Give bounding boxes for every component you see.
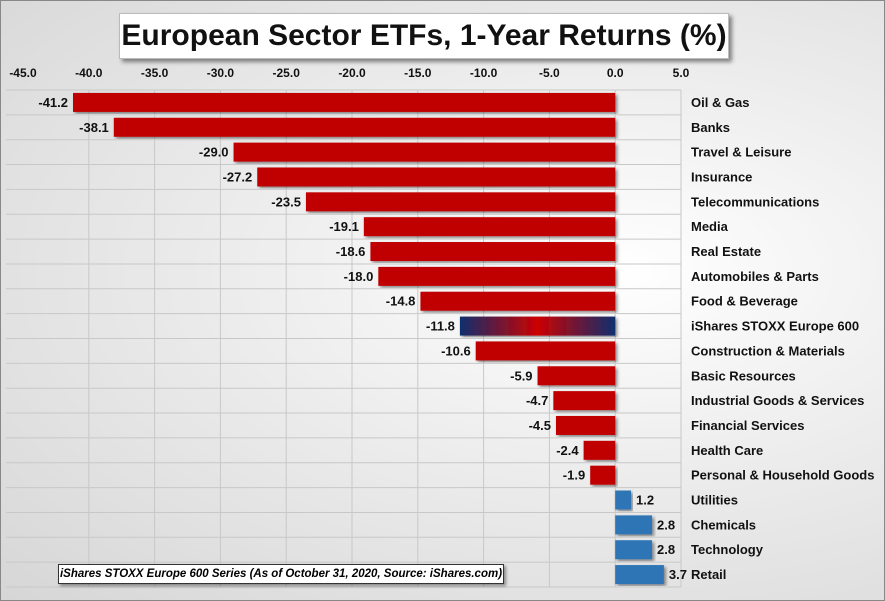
data-label: 2.8: [657, 517, 675, 532]
data-label: -18.0: [344, 269, 374, 284]
data-label: -19.1: [329, 219, 359, 234]
category-label: Retail: [691, 567, 726, 582]
data-label: -10.6: [441, 343, 471, 358]
data-label: -23.5: [271, 194, 301, 209]
x-tick-label: 5.0: [673, 66, 690, 80]
bar: [113, 117, 616, 137]
category-label: Oil & Gas: [691, 95, 750, 110]
bar: [615, 515, 653, 535]
bar: [305, 192, 616, 212]
bar: [583, 440, 616, 460]
category-label: Industrial Goods & Services: [691, 393, 864, 408]
bar: [615, 540, 653, 560]
bar: [233, 142, 616, 162]
data-label: -14.8: [386, 294, 416, 309]
data-label: -1.9: [563, 468, 585, 483]
bar: [615, 565, 664, 585]
category-label: Personal & Household Goods: [691, 468, 874, 483]
data-label: -27.2: [223, 169, 253, 184]
category-label: Basic Resources: [691, 368, 796, 383]
bar: [257, 167, 616, 187]
x-tick-label: -40.0: [75, 66, 103, 80]
category-label: Food & Beverage: [691, 294, 798, 309]
data-label: 1.2: [636, 493, 654, 508]
category-label: Media: [691, 219, 729, 234]
x-tick-label: -10.0: [470, 66, 498, 80]
bar: [378, 266, 616, 286]
bar: [553, 391, 616, 411]
x-tick-label: -30.0: [207, 66, 235, 80]
data-label: -2.4: [556, 443, 579, 458]
data-label: -5.9: [510, 368, 532, 383]
bar: [363, 217, 616, 237]
bar: [537, 366, 616, 386]
category-label: Travel & Leisure: [691, 145, 791, 160]
category-label: Real Estate: [691, 244, 761, 259]
data-label: -11.8: [426, 319, 455, 334]
data-label: -18.6: [336, 244, 366, 259]
chart-title: European Sector ETFs, 1-Year Returns (%): [119, 13, 729, 59]
bar: [459, 316, 616, 336]
category-label: Banks: [691, 120, 730, 135]
bar: [420, 291, 616, 311]
category-label: Financial Services: [691, 418, 804, 433]
bar: [615, 490, 631, 510]
bar: [555, 415, 616, 435]
x-tick-label: -35.0: [141, 66, 169, 80]
source-note: iShares STOXX Europe 600 Series (As of O…: [58, 564, 504, 584]
x-tick-label: -5.0: [539, 66, 560, 80]
bar: [475, 341, 616, 361]
category-label: Chemicals: [691, 517, 756, 532]
x-tick-label: -20.0: [338, 66, 366, 80]
data-label: -4.7: [526, 393, 548, 408]
data-label: 2.8: [657, 542, 675, 557]
category-label: Utilities: [691, 493, 738, 508]
bar: [73, 92, 616, 112]
x-tick-label: -25.0: [273, 66, 301, 80]
x-tick-label: -45.0: [9, 66, 37, 80]
bar: [370, 242, 616, 262]
data-label: -29.0: [199, 145, 229, 160]
data-label: -38.1: [79, 120, 109, 135]
category-label: iShares STOXX Europe 600: [691, 319, 859, 334]
x-tick-label: 0.0: [607, 66, 624, 80]
category-label: Technology: [691, 542, 764, 557]
category-label: Insurance: [691, 169, 752, 184]
data-label: 3.7: [669, 567, 687, 582]
category-label: Telecommunications: [691, 194, 819, 209]
category-label: Health Care: [691, 443, 763, 458]
data-label: -41.2: [38, 95, 68, 110]
data-label: -4.5: [529, 418, 551, 433]
category-label: Automobiles & Parts: [691, 269, 819, 284]
category-label: Construction & Materials: [691, 343, 845, 358]
bar: [590, 465, 616, 485]
x-tick-label: -15.0: [404, 66, 432, 80]
